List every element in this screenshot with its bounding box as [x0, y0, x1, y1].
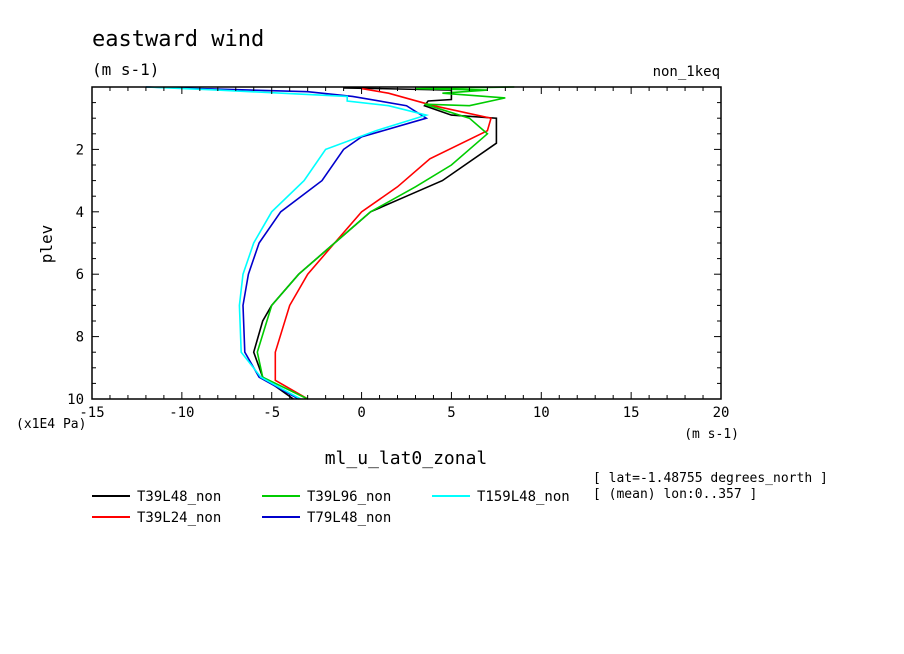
- y-tick-label: 10: [67, 392, 84, 408]
- series-line-T79L48_non: [145, 86, 429, 400]
- legend-label-T39L24_non: T39L24_non: [137, 510, 221, 526]
- x-tick-label: 10: [533, 405, 550, 421]
- plot-frame: [91, 86, 722, 400]
- units-label: (m s-1): [92, 60, 159, 79]
- info-latitude: [ lat=-1.48755 degrees_north ]: [593, 471, 828, 486]
- series-line-T39L96_non: [256, 86, 515, 400]
- y-units-label: (x1E4 Pa): [16, 417, 86, 432]
- y-tick-label: 2: [76, 142, 84, 158]
- y-tick-label: 6: [76, 267, 84, 283]
- y-axis-label: plev: [37, 225, 56, 264]
- legend-label-T39L48_non: T39L48_non: [137, 489, 221, 505]
- series-lines: [145, 86, 515, 400]
- chart-title: eastward wind: [92, 27, 264, 52]
- x-tick-label: 5: [447, 405, 455, 421]
- x-tick-label: 15: [623, 405, 640, 421]
- legend-label-T159L48_non: T159L48_non: [477, 489, 570, 505]
- axis-ticks: [91, 86, 722, 400]
- series-line-T159L48_non: [145, 86, 430, 400]
- legend-label-T39L96_non: T39L96_non: [307, 489, 391, 505]
- legend-label-T79L48_non: T79L48_non: [307, 510, 391, 526]
- x-axis-label: ml_u_lat0_zonal: [325, 448, 488, 469]
- y-tick-label: 4: [76, 205, 84, 221]
- y-tick-label: 8: [76, 330, 84, 346]
- series-line-T39L24_non: [274, 87, 493, 400]
- x-tick-label: 20: [713, 405, 730, 421]
- experiment-label: non_1keq: [653, 64, 720, 80]
- series-line-T39L48_non: [252, 87, 498, 400]
- x-tick-label: 0: [357, 405, 365, 421]
- x-tick-label: -15: [79, 405, 104, 421]
- info-longitude: [ (mean) lon:0..357 ]: [593, 487, 757, 502]
- x-units-label: (m s-1): [684, 427, 739, 442]
- x-tick-label: -5: [263, 405, 280, 421]
- x-tick-label: -10: [169, 405, 194, 421]
- tick-labels: -15 -10 -5 0 5 10 15 20 2 4 6 8 10: [67, 142, 729, 421]
- legend: T39L48_non T39L24_non T39L96_non T79L48_non…: [92, 489, 570, 526]
